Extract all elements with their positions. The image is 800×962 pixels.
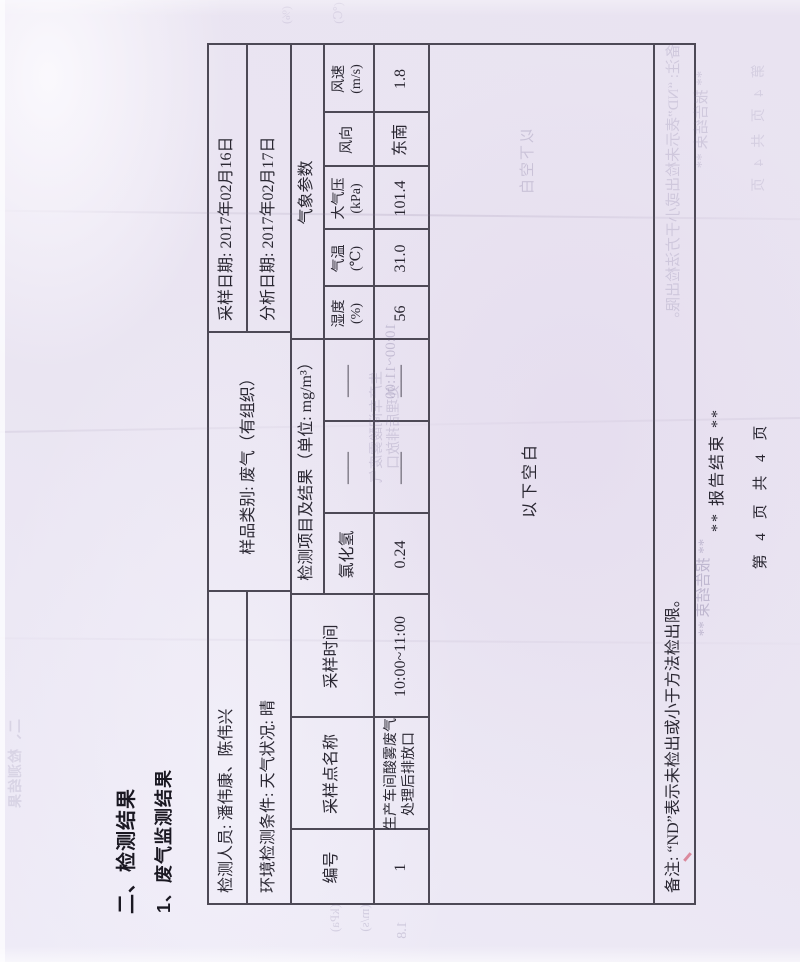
col-header-temp: 气温 (℃) — [331, 244, 364, 273]
col-header-site: 采样点名称 — [322, 734, 340, 815]
ghost-blank-note: 以下空白 — [519, 127, 536, 196]
ghost-page-footer: 第 4 页 共 4 页 — [752, 64, 768, 196]
cell-analysis-date: 分析日期: 2017年02月17日 — [259, 136, 277, 321]
col-header-time: 采样时间 — [322, 624, 340, 689]
section-heading: 二、检测结果 — [116, 788, 138, 914]
ghost-unit-kpa: (kPa) — [327, 903, 343, 933]
value-time: 10:00~11:00 — [391, 616, 409, 697]
col-group-weather: 气象参数 — [297, 160, 315, 225]
sub-heading: 1、废气监测结果 — [154, 768, 174, 913]
ghost-remark-text: 备注: “ND”表示未检出或小于方法检出限。 — [665, 44, 682, 327]
cell-inspectors: 检测人员: 潘伟康、陈伟兴 — [218, 708, 236, 893]
col-header-hcl: 氯化氢 — [339, 530, 357, 579]
ghost-pct: (%) — [278, 6, 293, 24]
scan-edge-top — [0, 0, 5, 962]
value-hcl: 0.24 — [391, 540, 409, 569]
blank-note: 以下空白 — [522, 442, 540, 519]
col-header-pressure: 大气压 (kPa) — [331, 177, 364, 220]
page-footer: 第 4 页 共 4 页 — [752, 420, 769, 570]
ghost-wind-speed: 1.8 — [395, 921, 411, 939]
ghost-report-end-right: ** 报告结束 ** — [693, 70, 710, 169]
value-wind-dir: 东南 — [391, 124, 409, 157]
cell-sampling-date: 采样日期: 2017年02月16日 — [218, 136, 236, 321]
value-no: 1 — [391, 863, 409, 872]
table-border — [207, 903, 696, 905]
table-border — [207, 43, 696, 45]
col-header-humidity: 湿度 (%) — [331, 299, 364, 328]
scan-edge-right — [0, 0, 800, 16]
cell-sample-type: 样品类别: 废气（有组织） — [239, 370, 257, 555]
ghost-celsius: (℃) — [330, 2, 345, 24]
col-header-wind-dir: 风向 — [340, 126, 356, 154]
value-wind-speed: 1.8 — [391, 69, 409, 89]
cell-env-conditions: 环境检测条件: 天气状况: 晴 — [259, 700, 277, 893]
table-border — [207, 331, 290, 333]
value-site: 生产车间酸雾废气 处理后排放口 — [384, 718, 417, 830]
col-group-items: 检测项目及结果（单位: mg/m³） — [297, 354, 315, 581]
value-temp: 31.0 — [391, 244, 409, 273]
ghost-time-text: 10:00~11:00 — [382, 323, 399, 399]
ghost-unit-ms: (m/s) — [357, 904, 373, 932]
ghost-report-end-left: ** 报告结束 ** — [695, 538, 712, 637]
table-border — [207, 590, 290, 592]
ghost-section-heading: 二、检测结果 — [7, 719, 24, 809]
value-pressure: 101.4 — [391, 180, 409, 217]
col-header-wind-speed: 风速 (m/s) — [331, 64, 364, 94]
table-border — [428, 43, 430, 905]
